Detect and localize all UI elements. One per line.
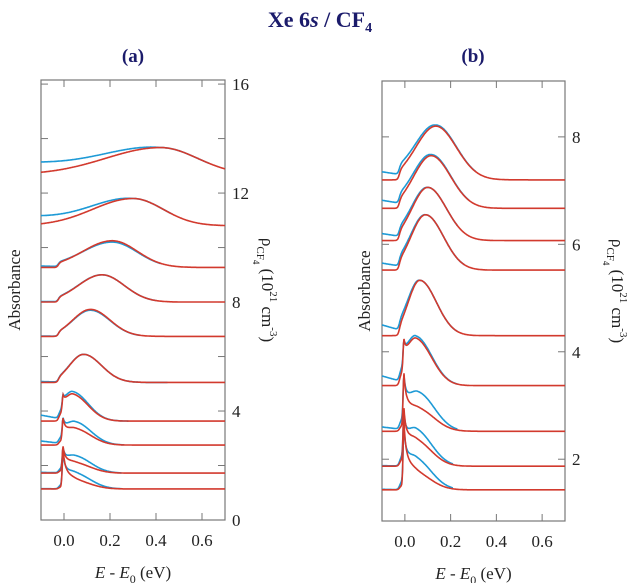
y-tick-label: 0	[232, 511, 241, 530]
fit-curve	[382, 154, 565, 210]
experimental-curve	[41, 197, 173, 217]
x-tick-label: 0.2	[440, 532, 461, 551]
x-axis-label: E - E0 (eV)	[94, 563, 171, 583]
fit-curve	[382, 408, 565, 467]
y-axis-label-absorbance: Absorbance	[5, 249, 24, 330]
panel-b: (b) 0.0 0.2 0.4 0.6 2 4 6 8 E - E0 (eV) Absorbance…	[355, 46, 629, 583]
fit-curve	[41, 308, 225, 338]
x-tick-label: 0.4	[145, 531, 167, 550]
experimental-curve	[382, 374, 458, 430]
x-tick-label: 0.6	[532, 532, 553, 551]
density-label-rho: ρ	[608, 239, 627, 247]
density-label-exp: 21	[617, 292, 629, 303]
fit-curve	[41, 239, 225, 269]
x-tick-label: 0.4	[486, 532, 508, 551]
experimental-curve	[41, 146, 210, 164]
experimental-curve	[381, 334, 458, 385]
fit-curve	[382, 125, 565, 181]
x-label-main: E - E	[434, 564, 471, 583]
fit-curve	[382, 186, 565, 242]
plot-frame	[381, 80, 566, 522]
y-tick-label: 16	[232, 75, 249, 94]
panel-label: (b)	[461, 46, 484, 67]
x-tick-label: 0.6	[191, 531, 212, 550]
x-label-unit: (eV)	[136, 563, 171, 582]
density-label-unit-mid: cm	[608, 303, 627, 328]
density-label-exp: 21	[267, 291, 279, 302]
plot-frame	[40, 79, 226, 521]
fit-curve	[41, 274, 225, 303]
density-label-exp2: -3	[267, 327, 279, 337]
density-label-unit-open: (10	[608, 265, 627, 292]
x-label-main: E - E	[94, 563, 131, 582]
y-tick-label: 8	[572, 128, 581, 147]
y-axis-label-density: ρCF4 (1021 cm-3)	[251, 238, 279, 342]
x-label-sub: 0	[130, 572, 136, 583]
panel-label: (a)	[122, 46, 144, 67]
fit-curve	[382, 279, 565, 337]
fit-curve	[40, 146, 226, 174]
y-axis-label-density: ρCF4 (1021 cm-3)	[601, 239, 629, 343]
fit-curve	[41, 446, 225, 474]
experimental-curve	[40, 390, 129, 422]
density-label-exp2: -3	[617, 328, 629, 338]
density-label-unit-close: )	[258, 336, 277, 342]
fit-curve	[41, 391, 225, 422]
density-label-unit-close: )	[608, 337, 627, 343]
density-label-subsub: 4	[601, 261, 611, 266]
experimental-curve	[41, 274, 157, 303]
x-tick-label: 0.0	[394, 532, 415, 551]
fit-curve	[40, 197, 225, 227]
x-tick-label: 0.0	[53, 531, 74, 550]
x-tick-label: 0.2	[99, 531, 120, 550]
y-tick-label: 2	[572, 450, 581, 469]
figure-title: Xe 6s / CF4	[268, 7, 372, 36]
fit-curve	[382, 214, 565, 271]
density-label-unit-mid: cm	[258, 302, 277, 327]
density-label-unit-open: (10	[258, 264, 277, 291]
x-axis-label: E - E0 (eV)	[434, 564, 511, 583]
experimental-curve	[382, 153, 470, 204]
y-tick-label: 12	[232, 184, 249, 203]
x-label-sub: 0	[470, 573, 476, 583]
y-tick-label: 6	[572, 235, 581, 254]
fit-curve	[41, 353, 225, 384]
fit-curve	[41, 417, 225, 446]
experimental-curve	[381, 279, 458, 333]
density-label-subsub: 4	[251, 260, 261, 265]
y-tick-label: 8	[232, 293, 241, 312]
x-label-unit: (eV)	[476, 564, 511, 583]
experimental-curve	[41, 309, 141, 337]
density-label-sub: CF	[604, 247, 616, 260]
density-label-rho: ρ	[258, 238, 277, 246]
experimental-curve	[382, 427, 454, 491]
fit-curve	[382, 421, 565, 491]
fit-curve	[41, 449, 225, 490]
density-label-sub: CF	[254, 246, 266, 259]
experimental-curve	[41, 447, 122, 474]
y-axis-label-absorbance: Absorbance	[355, 250, 374, 331]
experimental-curve	[381, 124, 477, 175]
fit-curve	[382, 337, 565, 387]
y-tick-label: 4	[572, 343, 581, 362]
fit-curve	[382, 373, 565, 433]
y-tick-label: 4	[232, 402, 241, 421]
